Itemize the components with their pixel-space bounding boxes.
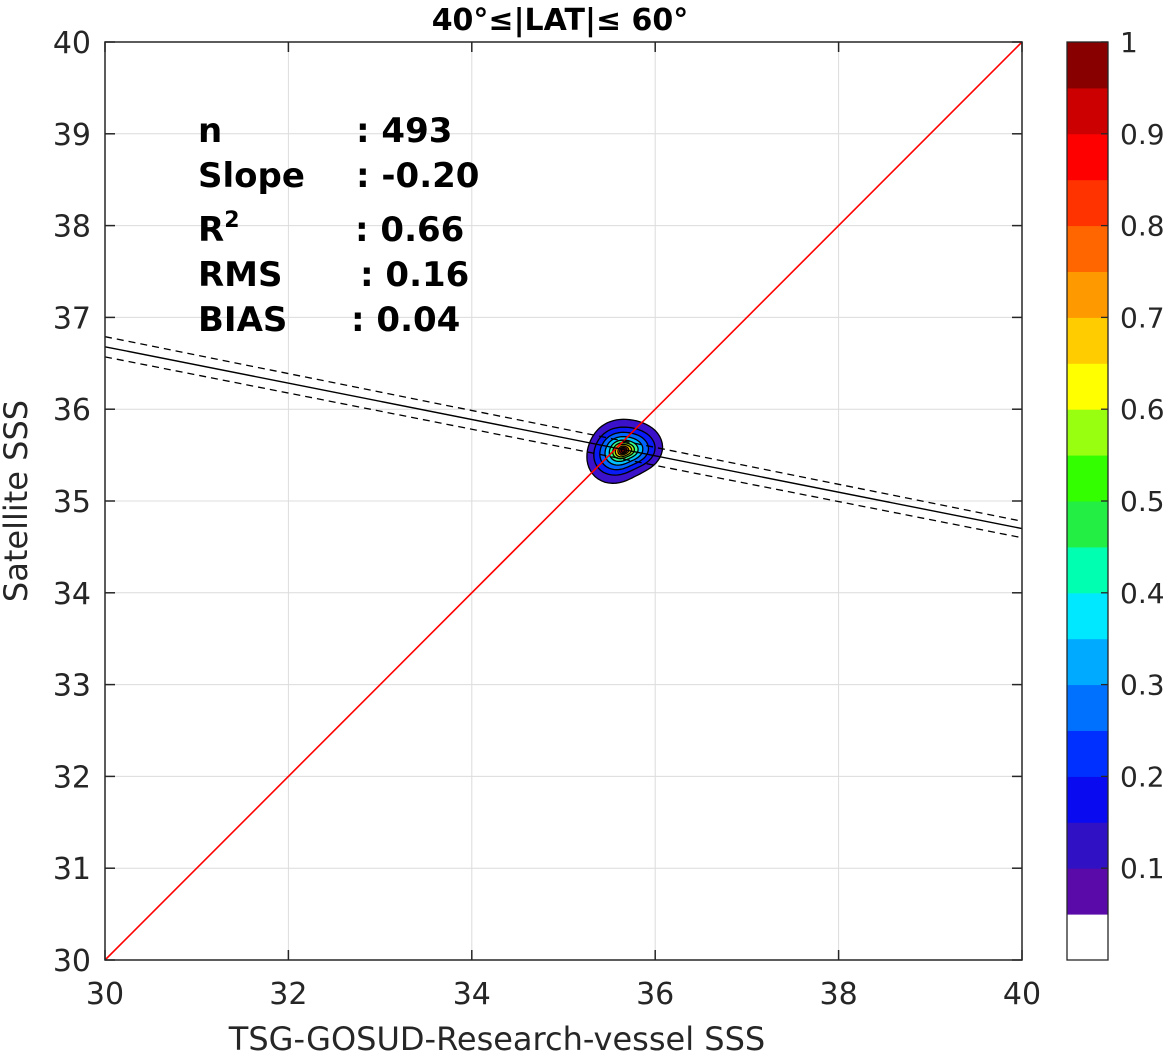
colorbar-segment	[1067, 776, 1108, 823]
y-tick-label: 36	[53, 393, 91, 428]
colorbar-tick-label: 0.2	[1120, 760, 1165, 793]
colorbar-segment	[1067, 546, 1108, 594]
y-tick-label: 34	[53, 577, 91, 612]
colorbar-segment	[1067, 409, 1108, 456]
stat-label: Slope	[198, 156, 305, 196]
colorbar-segment	[1067, 501, 1108, 548]
one-to-one-line	[104, 41, 1023, 961]
colorbar-segment	[1067, 271, 1108, 318]
x-tick-label: 30	[86, 977, 124, 1012]
y-tick-label: 38	[53, 210, 91, 245]
colorbar-segment	[1067, 455, 1108, 502]
stat-label: n	[198, 111, 222, 151]
colorbar-tick-label: 0.7	[1120, 301, 1165, 334]
stat-label: RMS	[198, 255, 283, 295]
regression-line	[104, 346, 1023, 530]
stat-value: : 0.16	[360, 255, 469, 295]
y-tick-label: 35	[53, 485, 91, 520]
colorbar-segment	[1067, 914, 1108, 961]
colorbar-tick-label: 0.3	[1120, 669, 1165, 702]
colorbar-segment	[1067, 822, 1108, 869]
colorbar-segment	[1067, 133, 1108, 181]
colorbar-segment	[1067, 868, 1108, 915]
y-axis-label: Satellite SSS	[0, 400, 35, 602]
colorbar-segment	[1067, 638, 1108, 686]
statistics-box: n : 493 Slope : -0.20 R2 : 0.66 RMS : 0.16 BIAS:…	[198, 111, 479, 340]
colorbar-segment	[1067, 87, 1108, 135]
colorbar-tick-label: 0.6	[1120, 393, 1165, 426]
y-tick-label: 40	[53, 26, 91, 61]
colorbar-segment	[1067, 730, 1108, 777]
y-tick-label: 30	[53, 944, 91, 979]
y-tick-label: 37	[53, 301, 91, 336]
x-axis-label: TSG-GOSUD-Research-vessel SSS	[228, 1020, 765, 1055]
stat-value: : 0.66	[355, 210, 464, 250]
colorbar-tick-label: 0.4	[1120, 577, 1165, 610]
stat-label: R2	[198, 208, 240, 250]
colorbar-segment	[1067, 225, 1108, 272]
regression-bound-line	[104, 336, 1023, 522]
colorbar-segment	[1067, 684, 1108, 731]
x-tick-label: 38	[820, 977, 858, 1012]
chart-title: 40°≤|LAT|≤ 60°	[432, 3, 689, 38]
colorbar: 0.1 0.2 0.3 0.4 0.5 0.6 0.7 0.8 0.9 1	[1066, 26, 1165, 961]
x-tick-label: 32	[269, 977, 307, 1012]
y-tick-label: 39	[53, 118, 91, 153]
plot-area	[104, 41, 1023, 961]
colorbar-tick-label: 0.1	[1120, 852, 1165, 885]
stat-value: : -0.20	[356, 156, 479, 196]
colorbar-tick-label: 0.8	[1120, 210, 1165, 243]
y-tick-label: 32	[53, 760, 91, 795]
colorbar-segment	[1067, 592, 1108, 640]
colorbar-segment	[1067, 179, 1108, 227]
y-tick-label: 31	[53, 852, 91, 887]
stat-value: : 493	[356, 111, 452, 151]
y-tick-label: 33	[53, 669, 91, 704]
regression-bound-line	[104, 356, 1023, 539]
x-tick-label: 36	[636, 977, 674, 1012]
colorbar-tick-label: 1	[1120, 26, 1138, 59]
stat-label: BIAS	[198, 300, 287, 340]
colorbar-segment	[1067, 317, 1108, 364]
x-tick-label: 40	[1003, 977, 1041, 1012]
axis-ticks: 30 32 34 36 38 40 30 31 32 33 34 35 36 37 38 39 40	[53, 26, 1041, 1012]
colorbar-segment	[1067, 363, 1108, 410]
x-tick-label: 34	[453, 977, 491, 1012]
colorbar-tick-label: 0.5	[1120, 485, 1165, 518]
colorbar-segment	[1067, 42, 1108, 89]
colorbar-tick-label: 0.9	[1120, 118, 1165, 151]
stat-value: : 0.04	[351, 300, 460, 340]
stat-label-superscript: 2	[224, 208, 239, 233]
